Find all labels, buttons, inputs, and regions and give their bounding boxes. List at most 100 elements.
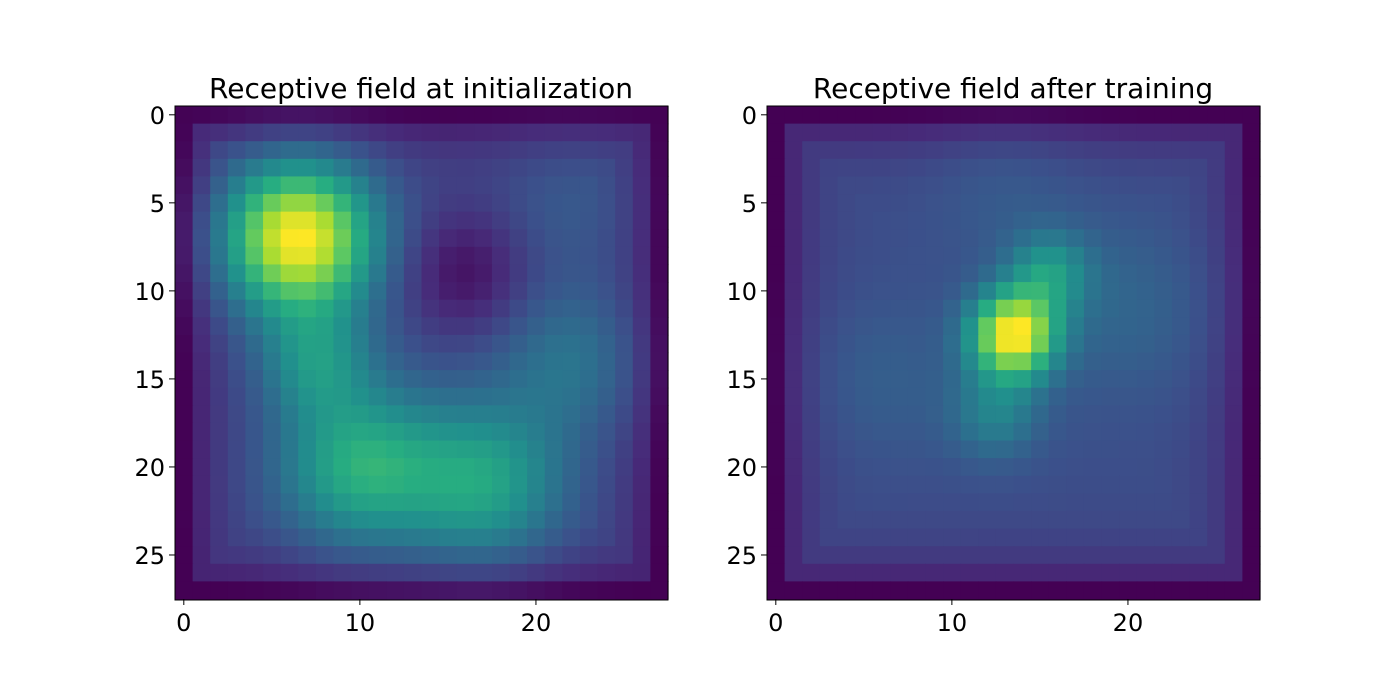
heatmap-cell <box>1013 229 1032 248</box>
heatmap-cell <box>632 387 651 406</box>
heatmap-cell <box>1189 440 1208 459</box>
heatmap-cell <box>802 282 821 301</box>
heatmap-cell <box>298 493 317 512</box>
heatmap-cell <box>527 264 546 283</box>
heatmap-cell <box>1048 528 1067 547</box>
heatmap-cell <box>403 510 423 530</box>
heatmap-cell <box>1136 282 1155 301</box>
heatmap-cell <box>802 141 821 160</box>
heatmap-cell <box>1136 563 1155 582</box>
heatmap-cell <box>802 106 821 125</box>
heatmap-cell <box>333 334 352 354</box>
heatmap-cell <box>978 211 997 230</box>
heatmap-cell <box>767 334 786 354</box>
heatmap-cell <box>175 510 194 530</box>
heatmap-cell <box>210 493 229 512</box>
heatmap-cell <box>456 334 475 354</box>
heatmap-cell <box>579 211 599 230</box>
heatmap-cell <box>995 264 1015 283</box>
heatmap-cell <box>368 141 387 160</box>
heatmap-cell <box>1154 176 1173 195</box>
heatmap-cell <box>1119 211 1138 230</box>
heatmap-cell <box>456 141 475 160</box>
heatmap-cell <box>978 352 997 371</box>
heatmap-cell <box>784 317 803 336</box>
heatmap-cell <box>1136 440 1155 459</box>
heatmap-cell <box>1101 299 1120 318</box>
heatmap-cell <box>245 194 264 213</box>
heatmap-cell <box>632 282 651 301</box>
heatmap-cell <box>1154 440 1173 459</box>
heatmap-cell <box>1207 246 1226 266</box>
heatmap-cell <box>907 405 927 424</box>
heatmap-cell <box>175 264 194 283</box>
heatmap-cell <box>439 563 458 582</box>
heatmap-cell <box>1154 246 1173 266</box>
heatmap-cell <box>1101 405 1120 424</box>
heatmap-cell <box>562 458 581 477</box>
heatmap-cell <box>837 158 856 178</box>
heatmap-cell <box>907 158 927 178</box>
heatmap-cell <box>1048 493 1067 512</box>
heatmap-cell <box>615 246 634 266</box>
heatmap-cell <box>1171 282 1191 301</box>
heatmap-cell <box>192 229 211 248</box>
y-tick-label: 10 <box>726 278 757 306</box>
heatmap-cell <box>315 194 335 213</box>
heatmap-cell <box>315 581 335 600</box>
heatmap-cell <box>386 246 405 266</box>
heatmap-cell <box>227 176 247 195</box>
heatmap-cell <box>527 458 546 477</box>
plot-frame <box>766 105 1261 601</box>
heatmap-cell <box>298 176 317 195</box>
heatmap-cell <box>978 422 997 442</box>
heatmap-cell <box>1031 528 1050 547</box>
heatmap-cell <box>298 370 317 389</box>
heatmap-cell <box>943 158 962 178</box>
heatmap-cell <box>650 493 669 512</box>
heatmap-cell <box>227 299 247 318</box>
heatmap-cell <box>1242 176 1261 195</box>
heatmap-cell <box>245 563 264 582</box>
heatmap-cell <box>333 581 352 600</box>
heatmap-cell <box>227 563 247 582</box>
heatmap-cell <box>579 299 599 318</box>
heatmap-cell <box>298 158 317 178</box>
heatmap-cell <box>837 194 856 213</box>
heatmap-cell <box>1119 229 1138 248</box>
heatmap-cell <box>960 334 979 354</box>
heatmap-cell <box>819 211 839 230</box>
heatmap-cell <box>210 264 229 283</box>
heatmap-cell <box>263 334 282 354</box>
heatmap-cell <box>245 352 264 371</box>
heatmap-cell <box>1066 246 1085 266</box>
heatmap-cell <box>509 194 528 213</box>
heatmap-cell <box>978 194 997 213</box>
heatmap-cell <box>579 370 599 389</box>
heatmap-cell <box>597 510 616 530</box>
heatmap-cell <box>562 370 581 389</box>
heatmap-cell <box>1171 458 1191 477</box>
heatmap-cell <box>280 563 299 582</box>
heatmap-cell <box>439 264 458 283</box>
heatmap-cell <box>456 158 475 178</box>
heatmap-cell <box>421 141 440 160</box>
heatmap-cell <box>650 546 669 565</box>
heatmap-cell <box>474 334 493 354</box>
heatmap-cell <box>632 563 651 582</box>
heatmap-cell <box>767 246 786 266</box>
heatmap-cell <box>527 563 546 582</box>
heatmap-cell <box>474 387 493 406</box>
heatmap-cell <box>632 475 651 494</box>
heatmap-cell <box>855 528 874 547</box>
heatmap-cell <box>1189 141 1208 160</box>
heatmap-cell <box>403 405 423 424</box>
heatmap-cell <box>1101 563 1120 582</box>
heatmap-cell <box>1101 141 1120 160</box>
heatmap-cell <box>245 581 264 600</box>
heatmap-cell <box>579 440 599 459</box>
heatmap-cell <box>491 282 511 301</box>
heatmap-cell <box>1154 141 1173 160</box>
heatmap-cell <box>872 211 891 230</box>
heatmap-cell <box>403 176 423 195</box>
